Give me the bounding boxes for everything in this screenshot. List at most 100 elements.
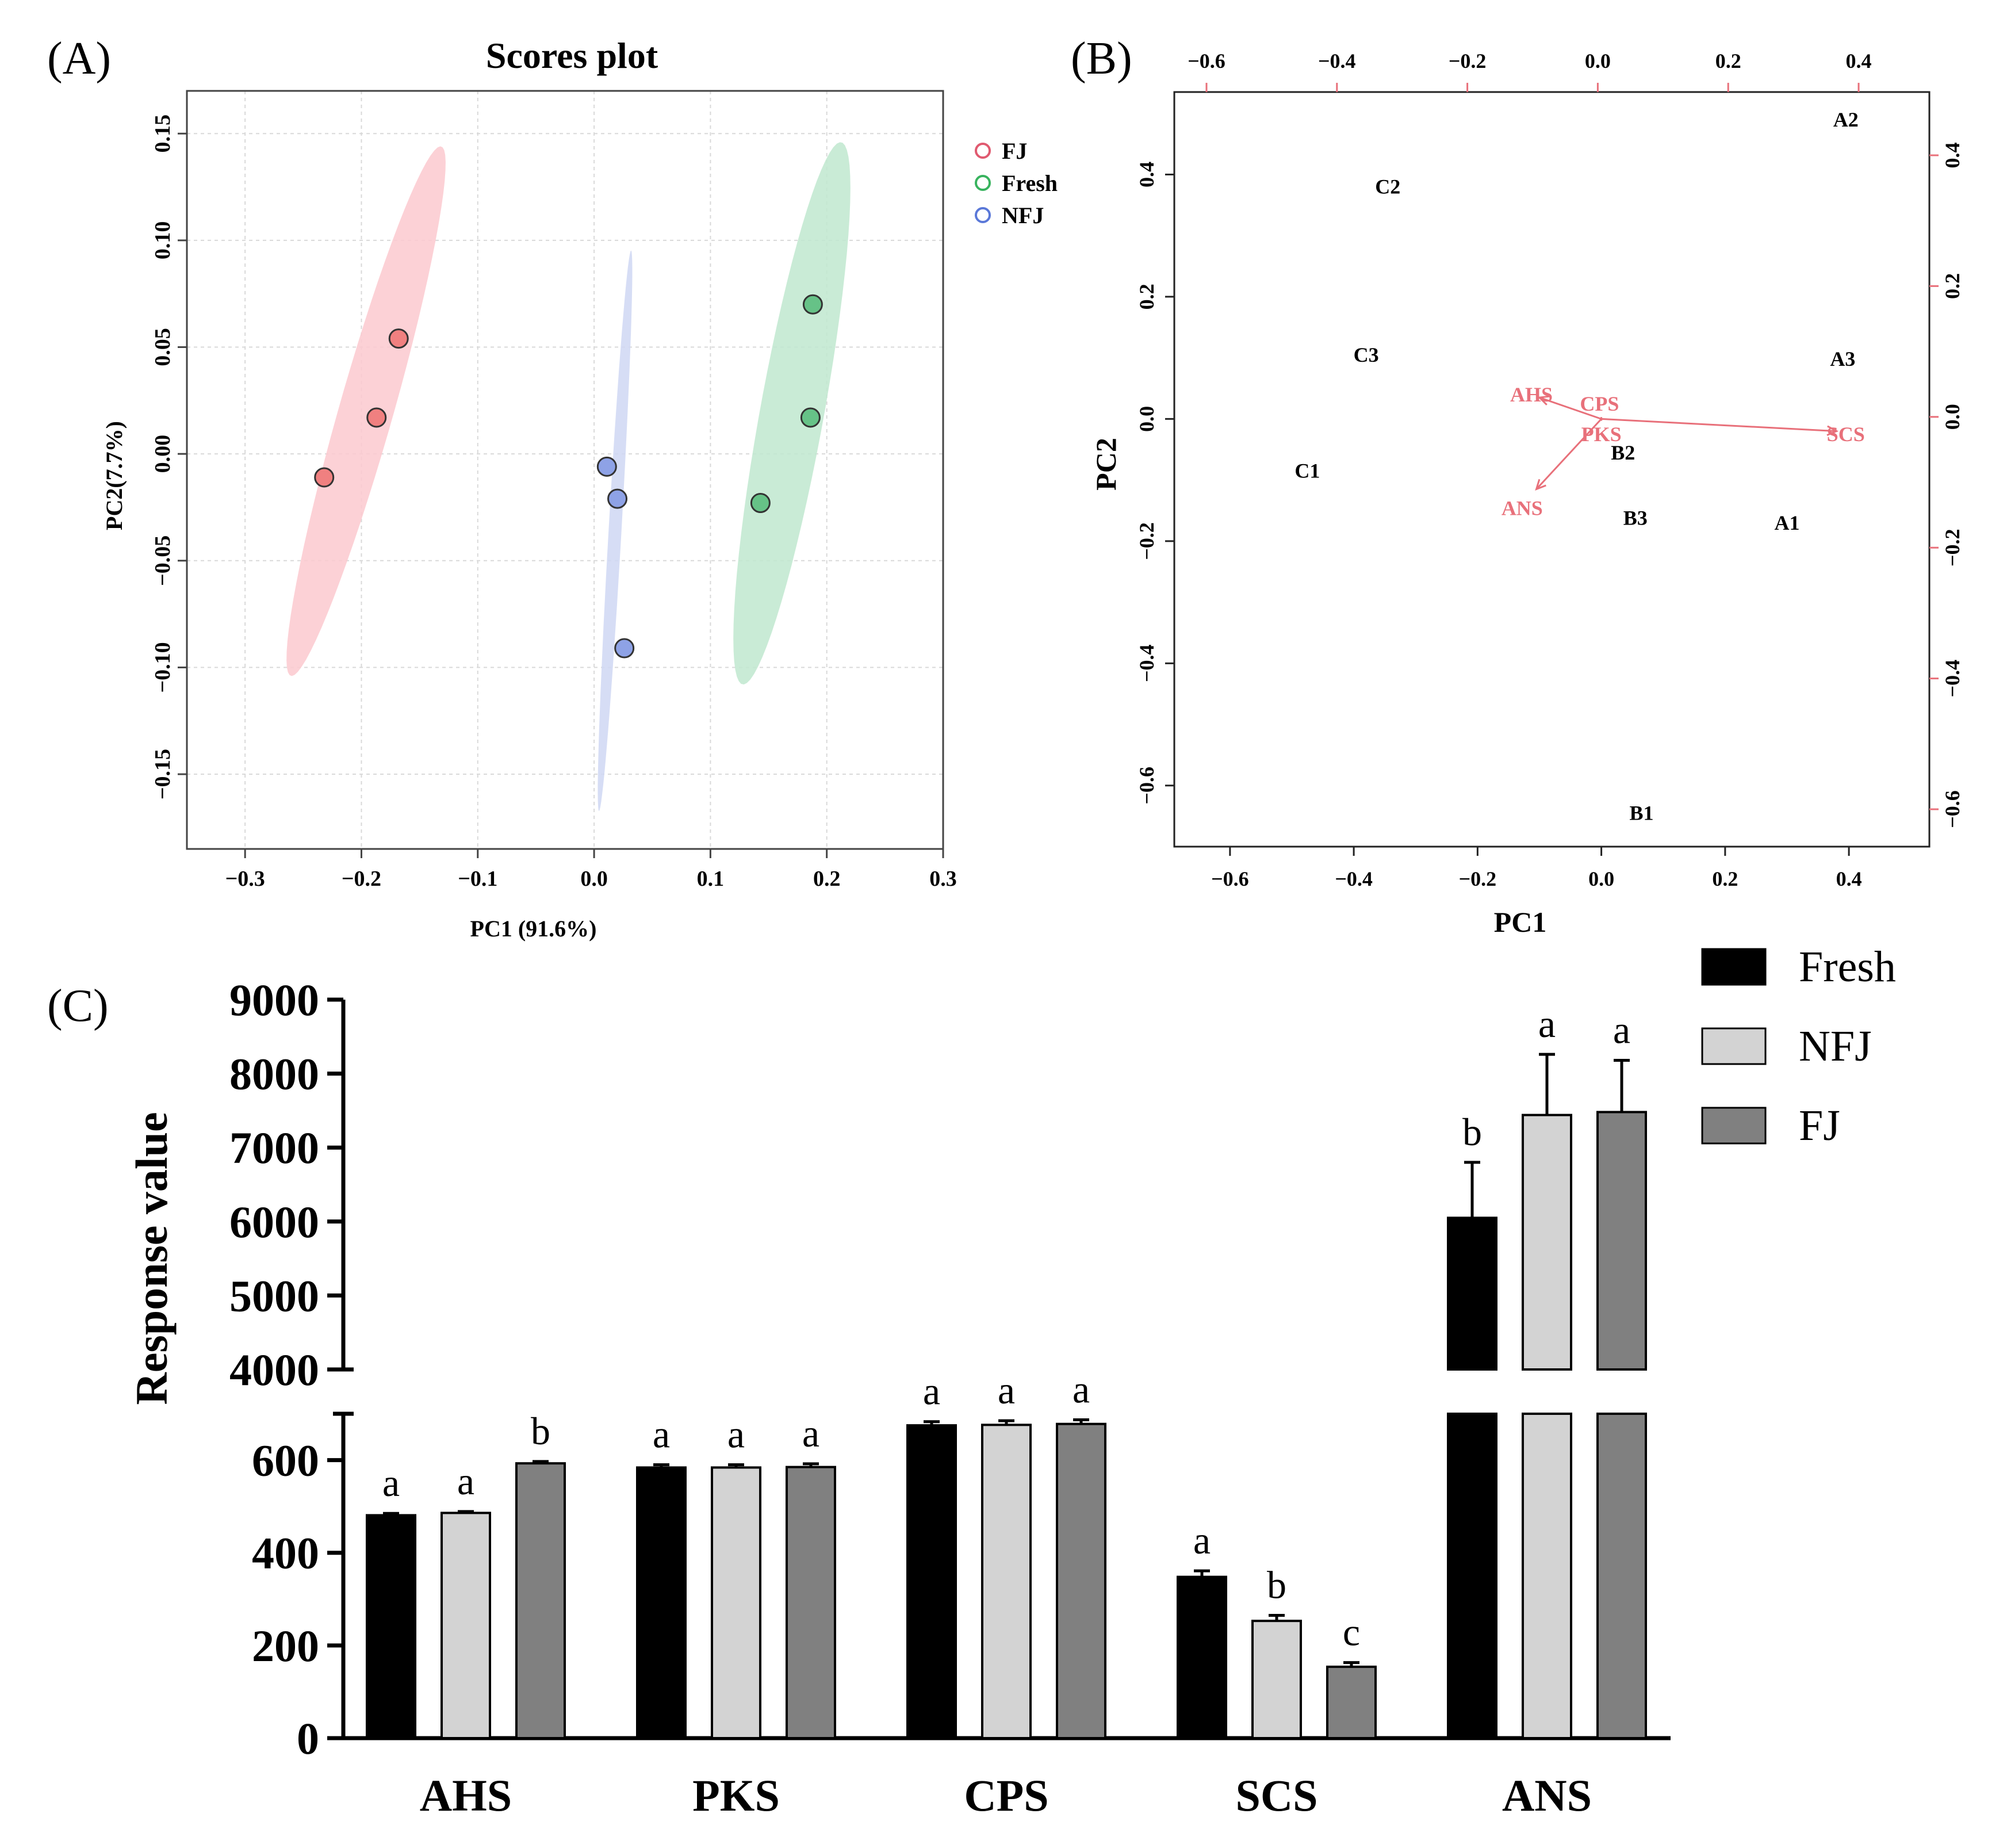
y-tick-label-lower-c: 600 [252, 1436, 319, 1486]
y-tick-label-b: 0.2 [1135, 284, 1158, 309]
category-label-scs: SCS [1235, 1770, 1317, 1820]
observation-label-b3: B3 [1623, 506, 1648, 529]
significance-letter: a [1613, 1008, 1630, 1051]
right-tick-label-b: 0.4 [1941, 143, 1964, 169]
plot-frame-a [186, 90, 944, 850]
variable-label-scs: SCS [1827, 423, 1865, 446]
y-tick-label-b: 0.4 [1135, 162, 1158, 188]
right-tick-label-b: −0.4 [1941, 660, 1964, 698]
significance-letter: a [382, 1461, 400, 1505]
panel-a-scores-plot: (A) Scores plot −0.3 −0.2 −0.1 0.0 0.1 0.2 0.3 −0… [47, 33, 1058, 942]
significance-letter: a [1538, 1002, 1556, 1046]
bar-upper-fresh-ans [1447, 1216, 1497, 1371]
significance-letter: a [727, 1413, 745, 1456]
bar-fj-cps [1056, 1422, 1106, 1740]
x-axis-title-a: PC1 (91.6%) [470, 916, 597, 942]
x-tick-label-b: −0.6 [1211, 867, 1249, 890]
confidence-ellipse-fresh [733, 142, 851, 684]
x-tick-label-b: 0.0 [1588, 867, 1614, 890]
observation-label-c2: C2 [1375, 175, 1400, 198]
chart-title-a: Scores plot [486, 35, 658, 76]
bar-fresh-ahs [366, 1514, 416, 1739]
panel-b-biplot: (B) −0.6 −0.4 −0.2 0.0 0.2 0.4 −0.6 −0.4 −0.2 0.0 0… [1071, 33, 1964, 938]
y-axis-title-a: PC2(7.7%) [101, 421, 127, 530]
panel-label-a: (A) [47, 33, 111, 84]
y-axis-title-c: Response value [127, 1112, 177, 1405]
significance-letter: a [923, 1369, 940, 1413]
significance-letter: a [1073, 1367, 1090, 1411]
x-tick-label-a: −0.1 [458, 867, 497, 891]
y-tick-label-lower-c: 200 [252, 1621, 319, 1671]
confidence-ellipse-fj [286, 146, 446, 676]
legend-marker-fj [975, 143, 991, 159]
score-point-nfj [607, 488, 628, 509]
legend-label-fresh: Fresh [1799, 943, 1896, 991]
x-axis-title-b: PC1 [1494, 906, 1547, 938]
top-tick-label-b: 0.0 [1585, 49, 1611, 72]
significance-letter: a [457, 1459, 474, 1503]
y-tick-label-b: 0.0 [1135, 406, 1158, 432]
top-tick-label-b: 0.2 [1715, 49, 1741, 72]
loading-arrowhead-ans [1535, 479, 1546, 491]
legend-swatch-nfj [1701, 1027, 1767, 1065]
significance-letter: a [653, 1413, 670, 1456]
legend-swatch-fj [1701, 1107, 1767, 1145]
x-tick-label-a: 0.0 [580, 867, 608, 891]
y-tick-label-lower-c: 400 [252, 1528, 319, 1578]
confidence-ellipse-nfj [597, 250, 633, 812]
legend-label-fj: FJ [1799, 1101, 1840, 1150]
legend-label-nfj: NFJ [1799, 1022, 1872, 1070]
score-point-fresh [800, 407, 821, 428]
bar-fresh-scs [1177, 1575, 1227, 1739]
bar-lower-nfj-ans [1522, 1413, 1572, 1739]
significance-letter: b [1267, 1563, 1286, 1606]
legend-marker-nfj [975, 207, 991, 223]
significance-letter: b [531, 1409, 550, 1453]
category-label-pks: PKS [692, 1770, 780, 1820]
right-tick-label-b: 0.0 [1941, 404, 1964, 430]
top-tick-label-b: −0.2 [1449, 49, 1487, 72]
y-tick-label-b: −0.6 [1135, 767, 1158, 805]
bar-fj-ahs [515, 1462, 566, 1739]
y-tick-label-a: 0.15 [151, 114, 175, 153]
bar-fresh-pks [636, 1466, 687, 1740]
observation-label-a1: A1 [1774, 511, 1799, 534]
panel-label-b: (B) [1071, 33, 1132, 84]
bar-fj-scs [1326, 1665, 1377, 1739]
observation-label-a2: A2 [1833, 108, 1859, 131]
significance-letter: a [998, 1368, 1015, 1412]
legend-label-fresh: Fresh [1002, 170, 1058, 196]
y-tick-label-a: 0.05 [151, 328, 175, 366]
score-point-fj [366, 407, 387, 428]
panel-label-c: (C) [47, 981, 109, 1031]
right-tick-label-b: −0.6 [1941, 790, 1964, 828]
loading-arrowhead-scs [1826, 425, 1839, 436]
top-tick-label-b: −0.4 [1318, 49, 1356, 72]
bar-upper-fj-ans [1596, 1111, 1647, 1371]
y-tick-label-lower-c: 0 [297, 1713, 319, 1763]
loading-arrow-ahs [1539, 396, 1602, 420]
top-tick-label-b: −0.6 [1188, 49, 1225, 72]
x-tick-label-a: −0.3 [225, 867, 265, 891]
y-tick-label-a: −0.10 [151, 642, 175, 692]
score-point-fresh [750, 493, 771, 514]
x-tick-label-a: 0.3 [929, 867, 957, 891]
bar-lower-fresh-ans [1447, 1413, 1497, 1739]
observation-label-c1: C1 [1294, 460, 1320, 483]
y-tick-label-b: −0.4 [1135, 645, 1158, 683]
variable-label-pks: PKS [1581, 423, 1622, 446]
y-tick-label-a: 0.00 [151, 435, 175, 473]
plot-frame-b [1173, 91, 1931, 848]
loading-arrow-scs [1601, 418, 1837, 433]
significance-letter: b [1462, 1110, 1482, 1154]
observation-label-c3: C3 [1354, 343, 1379, 366]
observation-label-b2: B2 [1611, 441, 1635, 464]
y-axis-title-b: PC2 [1090, 438, 1122, 491]
legend-label-nfj: NFJ [1002, 202, 1044, 228]
x-tick-label-b: −0.4 [1335, 867, 1373, 890]
loading-arrow-ans [1535, 418, 1602, 490]
score-point-fresh [802, 294, 823, 315]
y-tick-label-a: 0.10 [151, 221, 175, 260]
y-tick-label-b: −0.2 [1135, 522, 1158, 560]
